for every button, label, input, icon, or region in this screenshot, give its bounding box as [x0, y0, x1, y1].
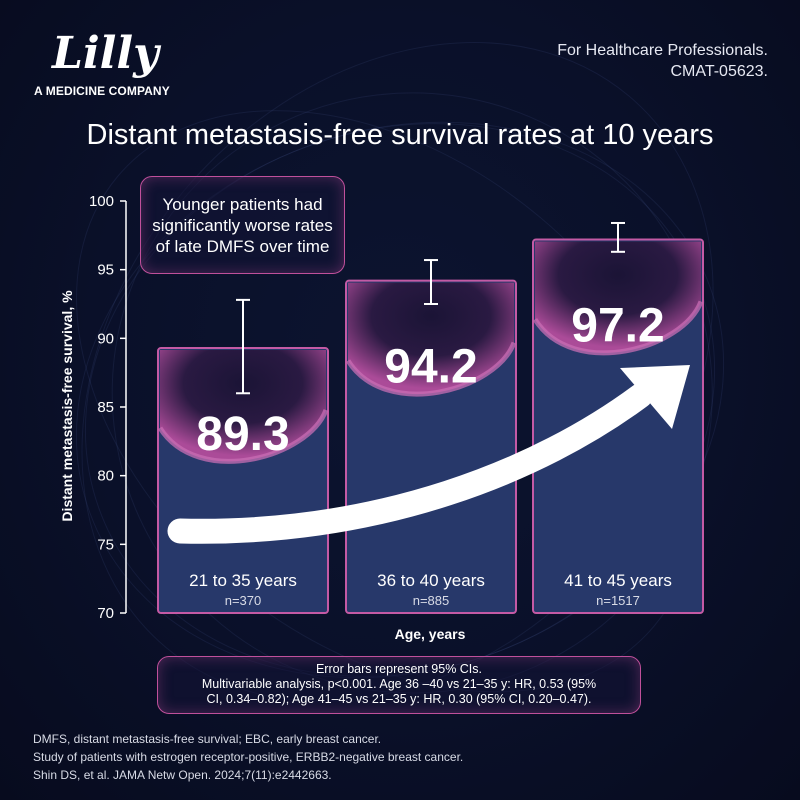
bars: [157, 221, 704, 614]
footnote-2: Study of patients with estrogen receptor…: [33, 750, 464, 764]
y-tick-label: 100: [89, 193, 114, 210]
header-info: For Healthcare Professionals. CMAT-05623…: [557, 40, 768, 82]
svg-text:Lilly: Lilly: [50, 28, 162, 79]
x-axis-label: Age, years: [394, 626, 466, 642]
footnotes: DMFS, distant metastasis-free survival; …: [33, 730, 463, 784]
notes-line-1: Error bars represent 95% CIs.: [315, 662, 483, 676]
callout-text: Younger patients had significantly worse…: [152, 194, 333, 256]
chart-title: Distant metastasis-free survival rates a…: [86, 119, 714, 151]
trend-arrow: [167, 365, 690, 544]
notes-line-3: CI, 0.34–0.82); Age 41–45 vs 21–35 y: HR…: [206, 692, 592, 706]
logo-tagline: A MEDICINE COMPANY: [34, 84, 170, 98]
category-label: 36 to 40 years: [377, 571, 485, 590]
y-tick-label: 75: [97, 536, 114, 553]
bar-top-glow: [535, 241, 701, 353]
y-tick-label: 85: [97, 399, 114, 416]
trend-arrow-head: [620, 365, 690, 429]
y-tick-label: 80: [97, 468, 114, 485]
lilly-logo: Lilly A MEDICINE COMPANY: [34, 24, 194, 104]
footnote-1: DMFS, distant metastasis-free survival; …: [33, 732, 382, 746]
trend-arrow-shaft: [167, 383, 653, 544]
audience-text: For Healthcare Professionals.: [557, 42, 768, 59]
notes-line-2: Multivariable analysis, p<0.001. Age 36 …: [201, 677, 597, 691]
sample-size-label: n=370: [225, 593, 262, 608]
notes-box: Error bars represent 95% CIs. Multivaria…: [157, 656, 641, 714]
y-tick-label: 70: [97, 605, 114, 622]
sample-size-label: n=885: [413, 593, 450, 608]
bar-value-label: 89.3: [196, 408, 289, 461]
bar-labels: 89.3 21 to 35 years n=370 94.2 36 to 40 year…: [189, 299, 672, 608]
y-tick-label: 95: [97, 262, 114, 279]
sample-size-label: n=1517: [596, 593, 640, 608]
y-tick-label: 90: [97, 330, 114, 347]
bar-value-label: 94.2: [384, 341, 477, 394]
lilly-wordmark: Lilly: [50, 28, 162, 79]
material-code: CMAT-05623.: [670, 63, 768, 80]
y-axis: 70 75 80 85 90 95 100: [89, 193, 127, 622]
bar-glow-edge: [345, 341, 517, 397]
bar-top-glow: [348, 282, 514, 395]
bar-top-glow: [160, 349, 326, 462]
callout-box: Younger patients had significantly worse…: [140, 176, 345, 274]
y-axis-label: Distant metastasis-free survival, %: [59, 290, 75, 522]
bar-glow-edge: [532, 300, 704, 356]
bar-glow-edge: [157, 408, 329, 464]
bar-value-label: 97.2: [571, 299, 664, 352]
footnote-3: Shin DS, et al. JAMA Netw Open. 2024;7(1…: [33, 768, 332, 782]
category-label: 41 to 45 years: [564, 571, 672, 590]
category-label: 21 to 35 years: [189, 571, 297, 590]
